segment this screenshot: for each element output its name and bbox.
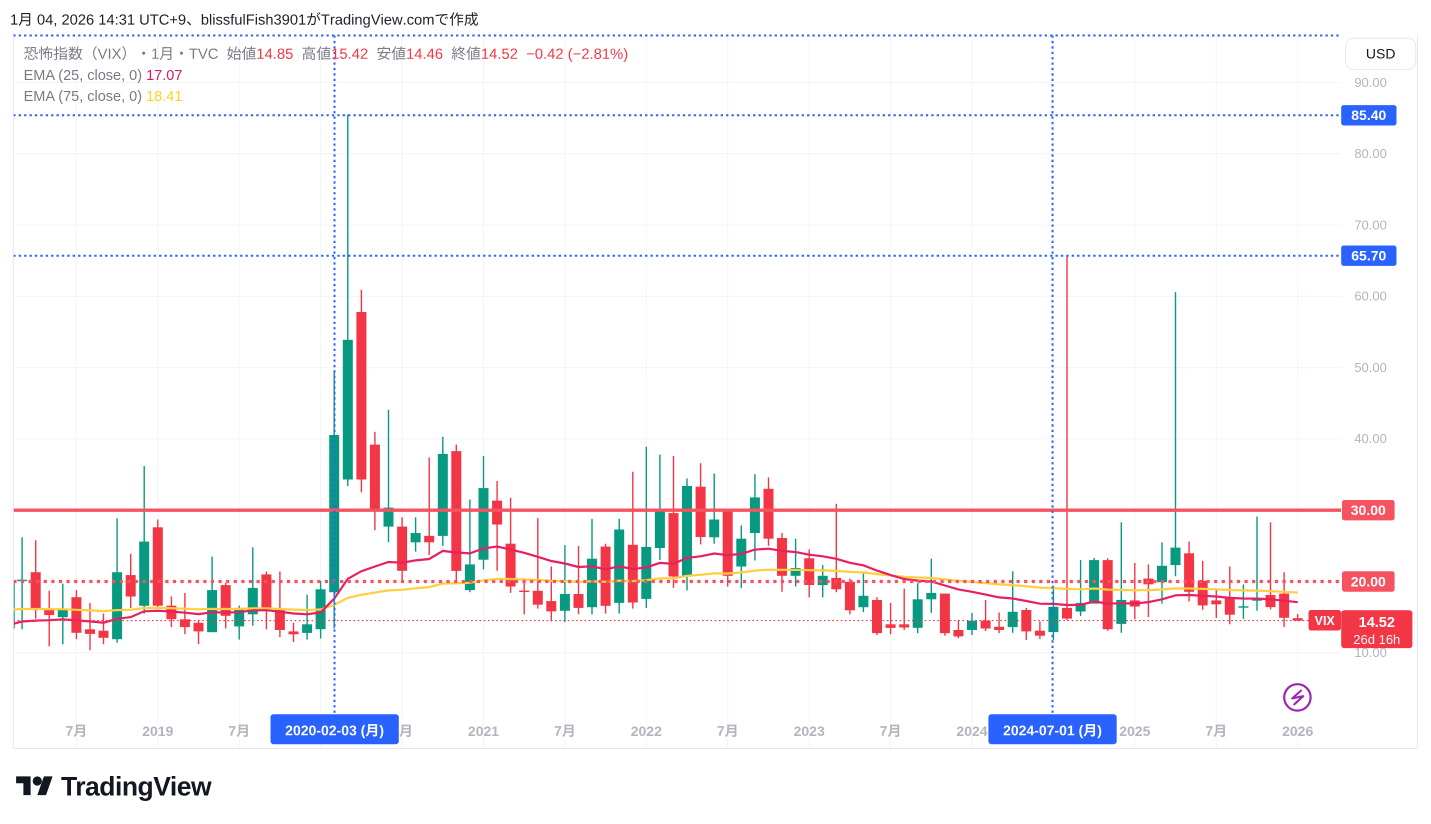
svg-text:VIX: VIX (1315, 614, 1336, 628)
svg-text:EMA (25, close, 0) 17.07: EMA (25, close, 0) 17.07 (24, 68, 183, 84)
svg-text:2025: 2025 (1119, 723, 1150, 739)
svg-text:40.00: 40.00 (1354, 431, 1387, 446)
svg-text:2023: 2023 (794, 723, 825, 739)
svg-text:2021: 2021 (468, 723, 499, 739)
svg-text:26d 16h: 26d 16h (1353, 632, 1400, 647)
svg-text:TradingView: TradingView (61, 771, 212, 801)
svg-text:2019: 2019 (142, 723, 173, 739)
svg-text:10.00: 10.00 (1354, 645, 1387, 660)
svg-text:USD: USD (1366, 46, 1396, 62)
svg-text:EMA (75, close, 0) 18.41: EMA (75, close, 0) 18.41 (24, 89, 183, 105)
svg-text:90.00: 90.00 (1354, 75, 1387, 90)
svg-text:70.00: 70.00 (1354, 217, 1387, 232)
svg-text:2026: 2026 (1282, 723, 1313, 739)
svg-text:50.00: 50.00 (1354, 360, 1387, 375)
svg-text:60.00: 60.00 (1354, 289, 1387, 304)
svg-text:20.00: 20.00 (1351, 573, 1386, 589)
svg-text:85.40: 85.40 (1351, 107, 1386, 123)
svg-text:65.70: 65.70 (1351, 248, 1386, 264)
svg-text:2024: 2024 (956, 723, 987, 739)
svg-text:2022: 2022 (631, 723, 662, 739)
svg-text:30.00: 30.00 (1351, 502, 1386, 518)
svg-text:14.52: 14.52 (1359, 615, 1395, 631)
svg-text:80.00: 80.00 (1354, 146, 1387, 161)
